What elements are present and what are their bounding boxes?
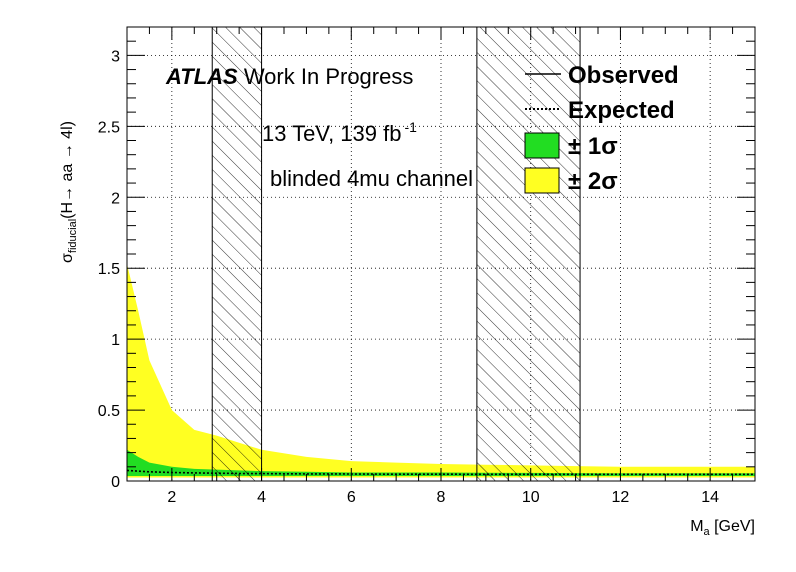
excluded-region [476,26,581,482]
y-tick-label: 1.5 [98,261,120,278]
x-tick-label: 4 [257,489,266,506]
y-tick-label: 0.5 [98,403,120,420]
channel-label: blinded 4mu channel [270,166,473,191]
excluded-regions [211,26,581,482]
legend: Observed Expected ± 1σ ± 2σ [524,62,679,195]
y-tick-label: 3 [111,48,120,65]
legend-observed-label: Observed [568,62,679,89]
y-tick-label: 0 [111,474,120,491]
x-tick-label: 2 [167,489,176,506]
band-1sigma [127,449,755,476]
ticks [126,26,756,482]
legend-expected-label: Expected [568,97,675,124]
legend-2sigma-label: ± 2σ [568,168,618,195]
y-axis-title: σfiducial(H→ aa → 4l) [59,121,79,263]
y-tick-label: 1 [111,332,120,349]
band-2sigma [127,263,755,478]
tick-labels: 2 4 6 8 10 12 14 0 0.5 1 1.5 2 2.5 3 [98,48,719,506]
legend-1sigma-swatch [524,132,560,159]
atlas-label: ATLAS Work In Progress [165,64,413,89]
excluded-region [211,26,263,482]
bands [127,263,755,478]
x-axis-title: Ma [GeV] [690,518,755,538]
energy-label: 13 TeV, 139 fb -1 [262,119,417,146]
y-tick-label: 2.5 [98,119,120,136]
x-tick-label: 14 [701,489,719,506]
x-tick-label: 10 [522,489,540,506]
x-tick-label: 6 [347,489,356,506]
x-tick-label: 8 [437,489,446,506]
legend-2sigma-swatch [524,167,560,194]
y-tick-label: 2 [111,190,120,207]
legend-1sigma-label: ± 1σ [568,133,618,160]
x-tick-label: 12 [612,489,630,506]
